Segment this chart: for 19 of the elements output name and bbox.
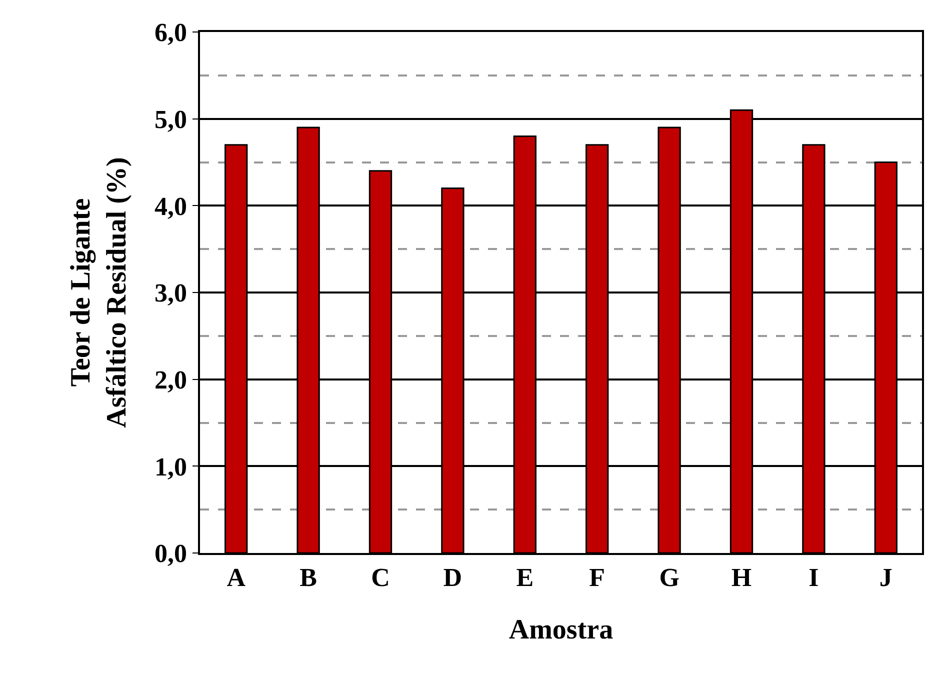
y-tick-label: 6,0 (154, 18, 188, 48)
y-tick-label: 0,0 (154, 539, 188, 568)
y-tick-label: 1,0 (154, 452, 188, 482)
y-tick-label: 3,0 (154, 278, 188, 308)
x-tick-label: D (443, 562, 462, 592)
y-axis-title: Teor de Ligante Asfáltico Residual (%) (65, 157, 133, 428)
x-axis-title: Amostra (508, 614, 614, 646)
x-tick-label: H (731, 562, 752, 592)
y-tick-label: 4,0 (154, 192, 188, 221)
x-tick-label: F (589, 562, 606, 592)
x-tick-label: G (659, 562, 680, 592)
x-tick-label: C (371, 562, 390, 592)
x-tick-label: A (226, 562, 246, 592)
x-tick-label: J (879, 562, 892, 592)
x-tick-label: E (516, 562, 534, 592)
x-tick-label: I (808, 562, 819, 592)
y-tick-label: 5,0 (154, 104, 188, 134)
x-tick-label: B (300, 562, 317, 592)
y-tick-label: 2,0 (154, 365, 188, 394)
